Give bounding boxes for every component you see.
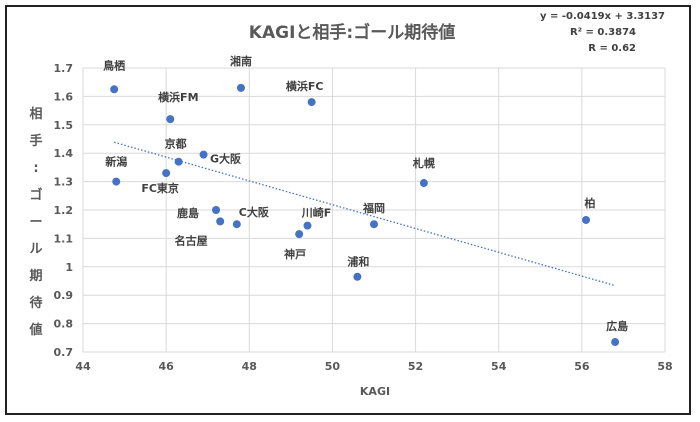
data-point [236, 83, 245, 92]
x-tick-label: 56 [574, 360, 590, 373]
data-label: 神戸 [284, 247, 306, 261]
x-tick-label: 46 [158, 360, 174, 373]
data-point [199, 150, 208, 159]
data-label: 京都 [165, 137, 187, 151]
x-tick-label: 58 [657, 360, 672, 373]
y-tick-label: 1.7 [54, 62, 74, 75]
data-label: FC東京 [141, 181, 179, 195]
y-tick-label: 1 [65, 261, 73, 274]
data-point [611, 338, 620, 347]
y-tick-label: 0.8 [54, 318, 74, 331]
x-tick-label: 48 [242, 360, 257, 373]
data-point [370, 220, 378, 229]
data-label: 鳥栖 [103, 58, 125, 72]
y-tick-label: 1.6 [54, 90, 74, 103]
data-point [307, 98, 316, 107]
y-tick-label: 0.7 [54, 346, 74, 359]
x-axis-label: KAGI [360, 385, 390, 398]
data-label: G大阪 [210, 152, 242, 166]
y-axis-label: 相手: ゴール期待値 [28, 106, 42, 338]
data-point [212, 206, 221, 214]
y-axis-label-char: 値 [28, 322, 42, 338]
data-point [419, 179, 428, 188]
y-axis-label-char: 相 [29, 106, 42, 122]
data-label: 川崎F [301, 206, 332, 220]
y-axis-label-char: 待 [28, 295, 42, 311]
gridlines [82, 67, 666, 353]
data-point [582, 215, 591, 224]
y-tick-label: 1.3 [54, 176, 74, 189]
data-point [295, 230, 304, 239]
data-point [353, 272, 362, 281]
data-label: 新潟 [105, 155, 127, 169]
data-label: 名古屋 [175, 233, 208, 247]
x-tick-label: 52 [408, 360, 423, 373]
data-points [110, 83, 620, 347]
y-axis-label-char: ゴ [29, 187, 42, 203]
trendline-layer [113, 141, 616, 287]
data-label: 浦和 [347, 255, 369, 269]
trend-r: R = 0.62 [588, 43, 636, 54]
trendline [113, 141, 616, 287]
data-label: 横浜FC [286, 79, 324, 93]
y-tick-label: 1.4 [54, 147, 74, 160]
y-tick-label: 1.2 [54, 204, 74, 217]
y-axis-label-char: 手 [29, 133, 42, 149]
data-label: 福岡 [362, 201, 385, 215]
trend-r-squared: R² = 0.3874 [570, 27, 636, 38]
chart-title: KAGIと相手:ゴール期待値 [249, 22, 455, 43]
data-label: 湘南 [230, 54, 252, 68]
y-tick-label: 1.1 [54, 232, 74, 245]
data-point [174, 157, 183, 166]
y-axis-label-char: 期 [29, 269, 42, 284]
y-axis-label-char: ル [29, 242, 42, 257]
y-tick-label: 0.9 [54, 289, 74, 302]
data-label: 柏 [585, 196, 596, 210]
y-tick-label: 1.5 [54, 119, 74, 132]
data-label: 札幌 [412, 156, 435, 170]
data-point [112, 177, 121, 186]
x-tick-label: 44 [75, 360, 91, 373]
data-label: 鹿島 [177, 206, 199, 220]
axis-ticks: 0.7 0.8 0.9 1 1.1 1.2 1.3 1.4 1.5 1.6 1.7 44 46 48 50 5… [54, 62, 673, 373]
data-point [110, 85, 119, 94]
data-point [232, 220, 241, 229]
data-point [216, 217, 225, 226]
x-tick-label: 50 [325, 360, 341, 373]
data-point [303, 221, 312, 230]
y-axis-label-char: : [33, 161, 38, 176]
data-point [166, 115, 175, 124]
y-axis-label-char: ー [29, 215, 42, 230]
data-label: C大阪 [239, 205, 270, 219]
data-label: 横浜FM [158, 90, 198, 104]
trend-equation: y = -0.0419x + 3.3137 [540, 11, 665, 22]
data-point [162, 169, 171, 178]
data-label: 広島 [606, 319, 628, 333]
x-tick-label: 54 [491, 360, 507, 373]
